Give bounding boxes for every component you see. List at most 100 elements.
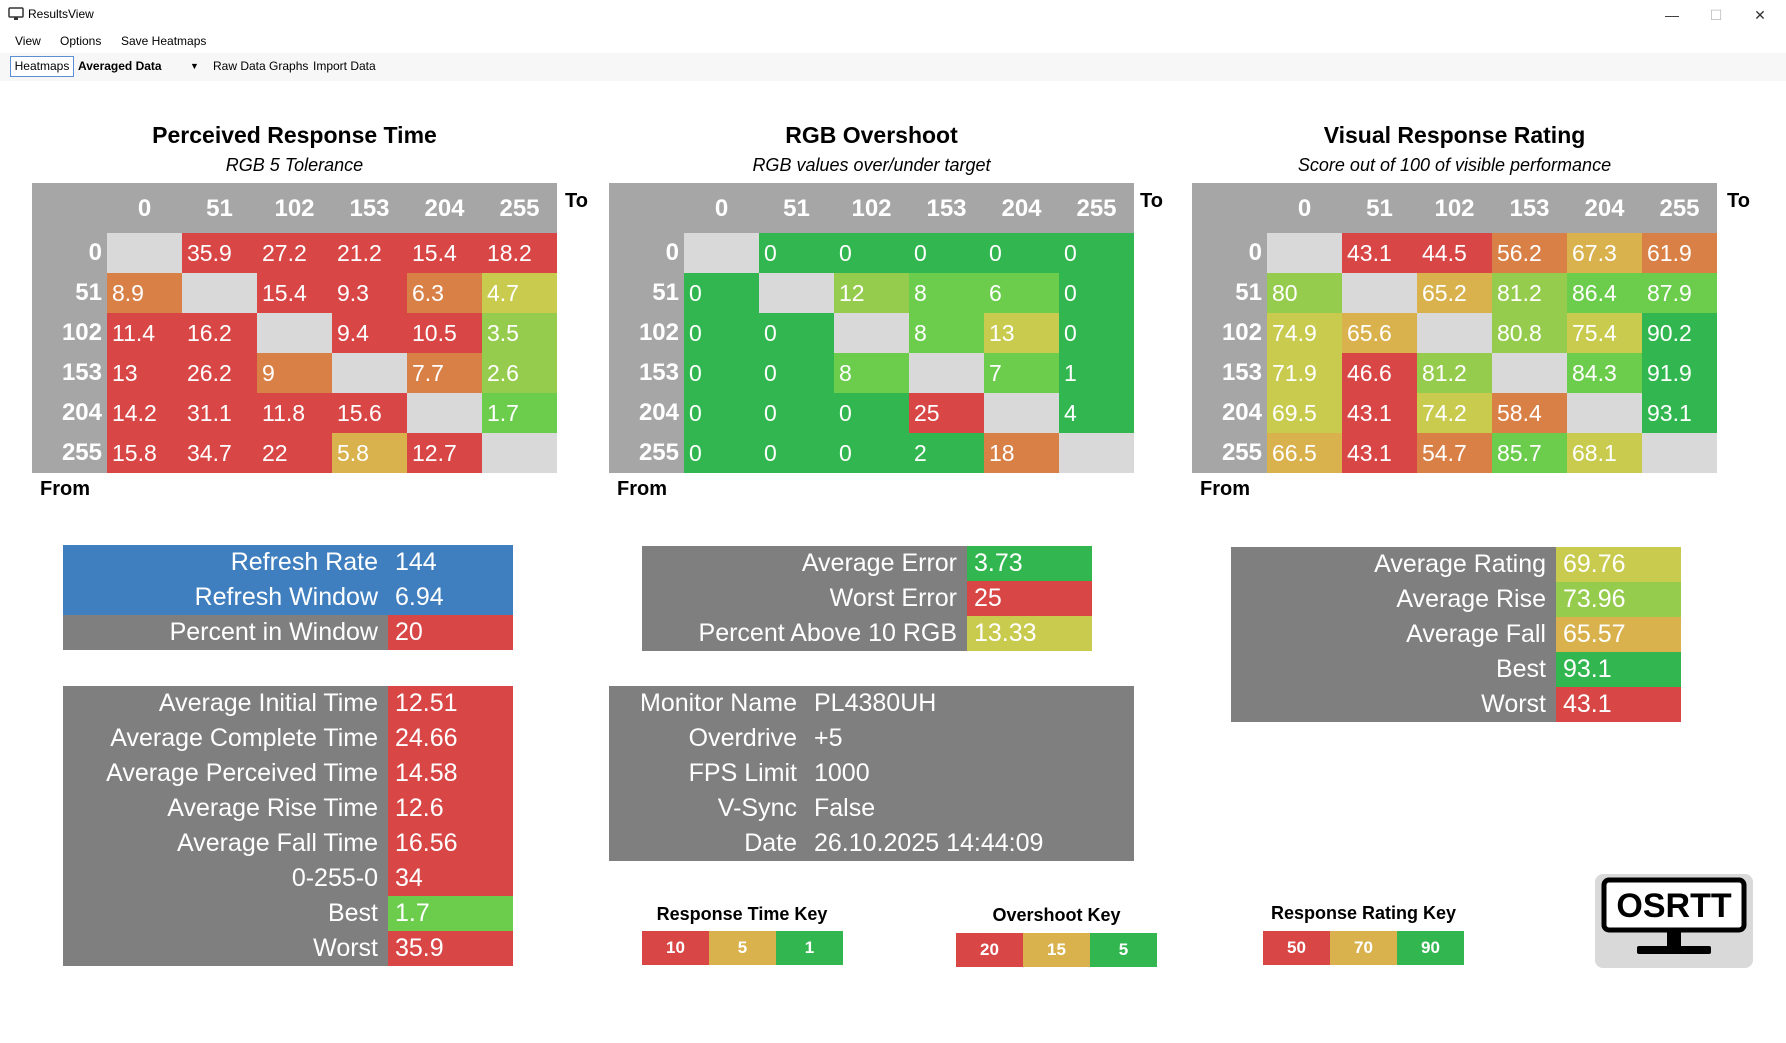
from-label: From	[617, 478, 667, 500]
svg-text:OSRTT: OSRTT	[1616, 887, 1731, 925]
heatmap-cell: 43.1	[1342, 393, 1417, 433]
refresh_panel-label: Refresh Rate	[230, 548, 378, 576]
heatmap-cell	[1642, 433, 1717, 473]
heatmap-cell: 8	[834, 353, 909, 393]
rating_panel-row: Best 93.1	[1231, 652, 1681, 687]
heatmap-cell	[332, 353, 407, 393]
row-header: 0	[1248, 239, 1262, 266]
heatmap-cell: 25	[909, 393, 984, 433]
heatmap-cell: 68.1	[1567, 433, 1642, 473]
error_panel-row: Worst Error 25	[642, 581, 1092, 616]
error_panel-value: 25	[967, 581, 1092, 616]
refresh_panel-label: Refresh Window	[194, 583, 378, 611]
row-header: 204	[638, 399, 679, 426]
overshoot-key-title: Overshoot Key	[992, 905, 1121, 925]
import-data-button[interactable]: Import Data	[313, 59, 376, 73]
heatmap-cell: 7.7	[407, 353, 482, 393]
time_panel-row: Average Complete Time 24.66	[63, 721, 513, 756]
key-swatch: 90	[1397, 931, 1464, 965]
heatmap-cell: 0	[834, 393, 909, 433]
menu-options[interactable]: Options	[60, 34, 102, 48]
heatmap-cell: 0	[684, 393, 759, 433]
col-header: 255	[499, 195, 540, 222]
heatmap-cell: 2.6	[482, 353, 557, 393]
heatmap-cell: 0	[1059, 233, 1134, 273]
heatmap-cell: 69.5	[1267, 393, 1342, 433]
heatmap-cell: 65.2	[1417, 273, 1492, 313]
close-button[interactable]: ✕	[1754, 7, 1766, 23]
time_panel-label: Average Perceived Time	[106, 759, 378, 787]
data-mode-value: Averaged Data	[78, 59, 162, 73]
heatmap-cell: 43.1	[1342, 433, 1417, 473]
error_panel-row: Percent Above 10 RGB 13.33	[642, 616, 1092, 651]
heatmap-cell: 5.8	[332, 433, 407, 473]
col-header: 153	[926, 195, 967, 222]
monitor_panel-row: Overdrive +5	[609, 721, 1134, 756]
maximize-button[interactable]: ☐	[1709, 7, 1723, 23]
heatmap-cell: 86.4	[1567, 273, 1642, 313]
col-header: 0	[1297, 195, 1312, 222]
rating_panel-value: 69.76	[1556, 547, 1681, 582]
col-header: 153	[349, 195, 390, 222]
time_panel-label: Average Rise Time	[167, 794, 378, 822]
heatmap-cell: 74.2	[1417, 393, 1492, 433]
heatmap-cell: 2	[909, 433, 984, 473]
col-header: 102	[1434, 195, 1475, 222]
menu-bar: View Options Save Heatmaps	[0, 30, 1786, 52]
heatmap-cell: 11.8	[257, 393, 332, 433]
heatmap-cell	[984, 393, 1059, 433]
heatmap-cell: 0	[684, 353, 759, 393]
menu-view[interactable]: View	[15, 34, 41, 48]
monitor-info-panel: Monitor Name PL4380UH Overdrive +5 FPS Limit…	[609, 686, 1134, 861]
time_panel-value: 1.7	[388, 896, 513, 931]
rating_panel-row: Average Fall 65.57	[1231, 617, 1681, 652]
heatmap-cell: 12	[834, 273, 909, 313]
col-header: 51	[1366, 195, 1393, 222]
monitor-logo-icon: OSRTT	[1601, 877, 1747, 954]
heatmap-cell	[182, 273, 257, 313]
heatmap-subtitle-rating: Score out of 100 of visible performance	[1297, 155, 1612, 175]
time_panel-value: 35.9	[388, 931, 513, 966]
heatmap-cell: 22	[257, 433, 332, 473]
from-label: From	[1200, 478, 1250, 500]
heatmap-cell: 66.5	[1267, 433, 1342, 473]
heatmap-cell: 61.9	[1642, 233, 1717, 273]
col-header: 204	[1001, 195, 1042, 222]
heatmap-cell: 0	[1059, 273, 1134, 313]
heatmap-cell: 65.6	[1342, 313, 1417, 353]
row-header: 0	[88, 239, 102, 266]
chevron-down-icon: ▼	[190, 61, 199, 71]
heatmap-cell: 6.3	[407, 273, 482, 313]
col-header: 102	[851, 195, 892, 222]
time_panel-row: Average Fall Time 16.56	[63, 826, 513, 861]
minimize-button[interactable]: —	[1665, 7, 1679, 23]
time_panel-row: Average Initial Time 12.51	[63, 686, 513, 721]
monitor_panel-value: 26.10.2025 14:44:09	[814, 829, 1044, 857]
rating_panel-row: Worst 43.1	[1231, 687, 1681, 722]
heatmap-cell: 31.1	[182, 393, 257, 433]
error_panel-row: Average Error 3.73	[642, 546, 1092, 581]
heatmap-cell: 18	[984, 433, 1059, 473]
raw-data-graphs-button[interactable]: Raw Data Graphs	[213, 59, 309, 73]
time_panel-row: Worst 35.9	[63, 931, 513, 966]
row-header: 153	[61, 359, 102, 386]
heatmap-title-overshoot: RGB Overshoot	[785, 122, 958, 148]
monitor_panel-row: V-Sync False	[609, 791, 1134, 826]
row-header: 102	[638, 319, 679, 346]
data-mode-dropdown[interactable]: Averaged Data ▼	[78, 56, 202, 76]
from-label: From	[40, 478, 90, 500]
heatmaps-tab[interactable]: Heatmaps	[10, 56, 74, 77]
response-rating-key: 50 70 90	[1263, 931, 1464, 965]
row-header: 102	[61, 319, 102, 346]
col-header: 51	[206, 195, 233, 222]
heatmap-cell: 13	[107, 353, 182, 393]
heatmap-cell: 9	[257, 353, 332, 393]
time_panel-row: Average Perceived Time 14.58	[63, 756, 513, 791]
menu-save-heatmaps[interactable]: Save Heatmaps	[121, 34, 207, 48]
heatmap-cell	[482, 433, 557, 473]
refresh-panel: Refresh Rate 144 Refresh Window 6.94 Percent…	[63, 545, 513, 650]
monitor_panel-label: Overdrive	[688, 724, 797, 752]
error_panel-value: 3.73	[967, 546, 1092, 581]
key-swatch: 1	[776, 931, 843, 965]
col-header: 51	[783, 195, 810, 222]
